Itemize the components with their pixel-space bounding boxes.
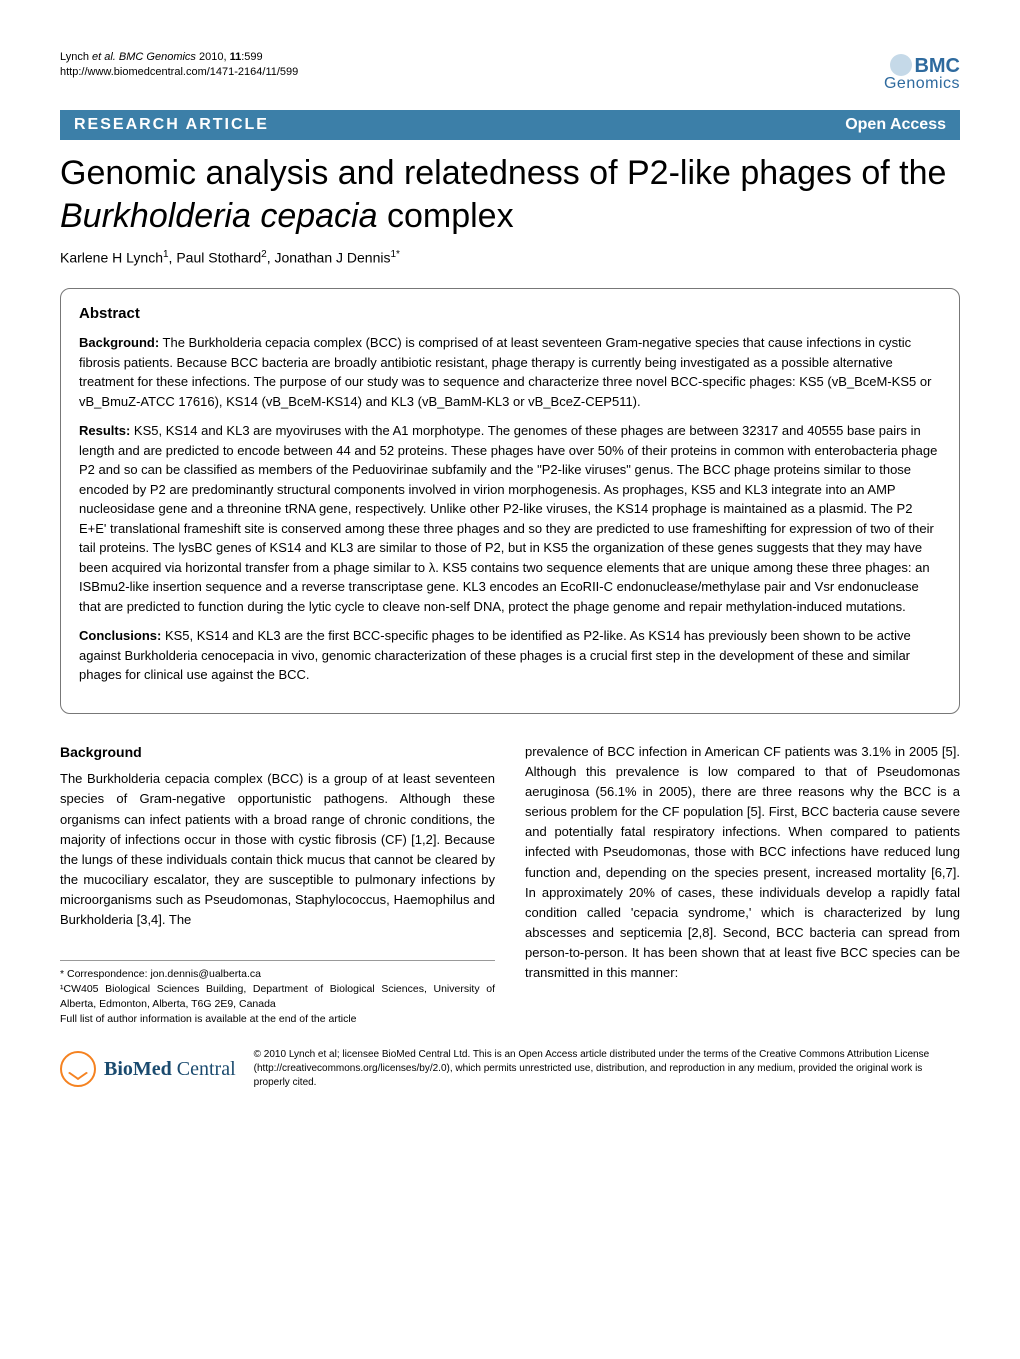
author-3-sup: 1* (390, 249, 399, 260)
column-left-text: The Burkholderia cepacia complex (BCC) i… (60, 769, 495, 930)
citation-volume: 11 (230, 51, 242, 63)
column-left: Background The Burkholderia cepacia comp… (60, 742, 495, 1027)
column-right-text: prevalence of BCC infection in American … (525, 742, 960, 984)
bmc-text-bold: BioMed (104, 1058, 177, 1080)
author-2: Paul Stothard (176, 250, 261, 266)
page-header: Lynch et al. BMC Genomics 2010, 11:599 h… (60, 50, 960, 92)
abstract-conclusions: Conclusions: KS5, KS14 and KL3 are the f… (79, 626, 941, 685)
abstract-results-text: KS5, KS14 and KL3 are myoviruses with th… (79, 423, 937, 614)
citation-suffix: 2010, (199, 51, 230, 63)
abstract-box: Abstract Background: The Burkholderia ce… (60, 288, 960, 714)
abstract-results: Results: KS5, KS14 and KL3 are myoviruse… (79, 421, 941, 616)
abstract-heading: Abstract (79, 303, 941, 326)
article-title: Genomic analysis and relatedness of P2-l… (60, 152, 960, 237)
citation-prefix: Lynch (60, 51, 92, 63)
logo-brand: BMC (914, 56, 960, 76)
citation-url: http://www.biomedcentral.com/1471-2164/1… (60, 65, 298, 80)
correspondence-line: * Correspondence: jon.dennis@ualberta.ca (60, 967, 495, 982)
banner-open-access: Open Access (845, 116, 946, 134)
footer-box: BioMed Central © 2010 Lynch et al; licen… (60, 1048, 960, 1090)
author-1: Karlene H Lynch (60, 250, 163, 266)
author-list: Karlene H Lynch1, Paul Stothard2, Jonath… (60, 249, 960, 266)
abstract-background-label: Background: (79, 335, 159, 350)
column-right: prevalence of BCC infection in American … (525, 742, 960, 1027)
citation-line: Lynch et al. BMC Genomics 2010, 11:599 (60, 51, 263, 63)
background-heading: Background (60, 742, 495, 764)
abstract-background-text: The Burkholderia cepacia complex (BCC) i… (79, 335, 931, 409)
banner-article-type: RESEARCH ARTICLE (74, 116, 269, 134)
full-list-line: Full list of author information is avail… (60, 1012, 495, 1027)
citation-block: Lynch et al. BMC Genomics 2010, 11:599 h… (60, 50, 298, 81)
author-2-sup: 2 (261, 249, 267, 260)
abstract-conclusions-text: KS5, KS14 and KL3 are the first BCC-spec… (79, 628, 911, 682)
affiliation-line: ¹CW405 Biological Sciences Building, Dep… (60, 982, 495, 1011)
bmc-logo-top: BMC Genomics (884, 50, 960, 92)
article-type-banner: RESEARCH ARTICLE Open Access (60, 110, 960, 140)
author-1-sup: 1 (163, 249, 169, 260)
title-before: Genomic analysis and relatedness of P2-l… (60, 154, 946, 192)
author-3: Jonathan J Dennis (275, 250, 391, 266)
abstract-conclusions-label: Conclusions: (79, 628, 161, 643)
bmc-text: BioMed Central (104, 1055, 236, 1083)
citation-italic: et al. BMC Genomics (92, 51, 199, 63)
citation-page: :599 (241, 51, 262, 63)
abstract-background: Background: The Burkholderia cepacia com… (79, 333, 941, 411)
logo-sub: Genomics (884, 76, 960, 92)
body-columns: Background The Burkholderia cepacia comp… (60, 742, 960, 1027)
footnotes-block: * Correspondence: jon.dennis@ualberta.ca… (60, 960, 495, 1026)
title-after: complex (378, 197, 514, 235)
title-italic: Burkholderia cepacia (60, 197, 378, 235)
abstract-results-label: Results: (79, 423, 130, 438)
logo-dot-icon (890, 54, 912, 76)
bmc-logo-bottom: BioMed Central (60, 1051, 236, 1087)
license-text: © 2010 Lynch et al; licensee BioMed Cent… (254, 1048, 960, 1090)
bmc-circle-icon (60, 1051, 96, 1087)
